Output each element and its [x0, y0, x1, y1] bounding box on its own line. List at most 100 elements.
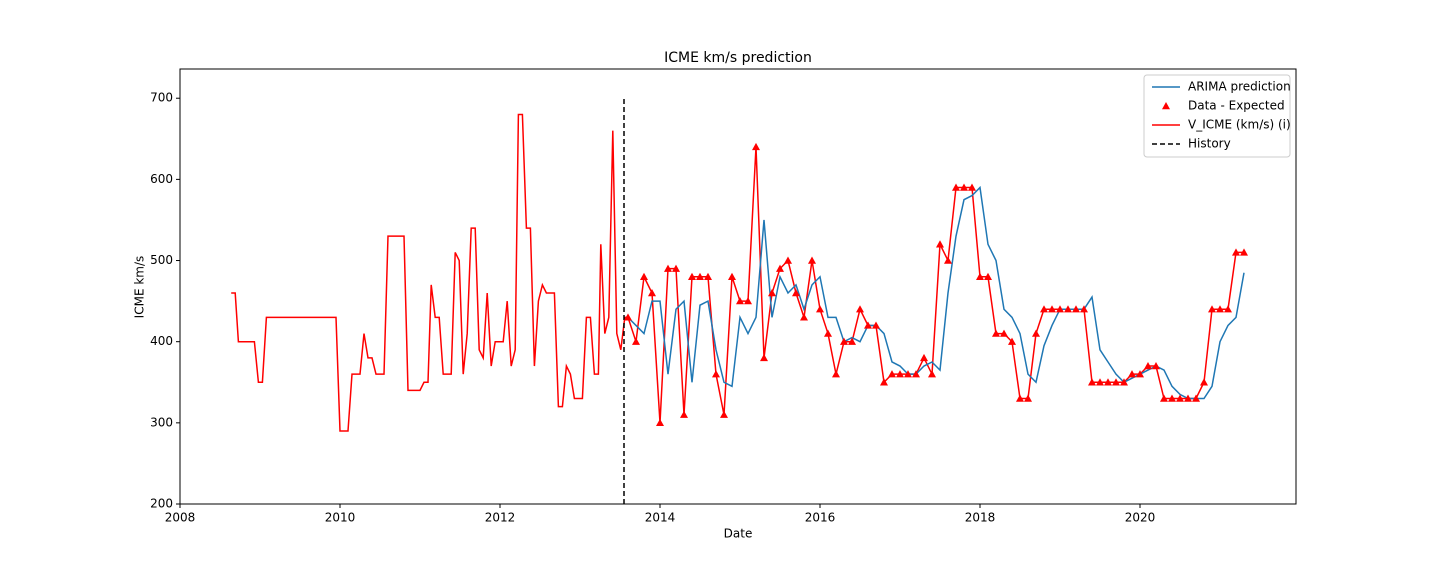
data-point — [1200, 378, 1208, 386]
data-point — [880, 378, 888, 386]
data-point — [1040, 305, 1048, 313]
data-point — [824, 329, 832, 337]
data-point — [920, 353, 928, 362]
data-point — [1176, 394, 1184, 402]
data-point — [856, 305, 864, 313]
data-point — [664, 264, 672, 272]
y-axis-label: ICME km/s — [133, 256, 147, 319]
plot-frame — [179, 68, 1297, 505]
x-tick-label: 2010 — [325, 511, 356, 525]
data-point — [960, 183, 968, 191]
data-point — [1016, 394, 1024, 402]
data-point — [760, 353, 768, 362]
data-point — [776, 264, 784, 272]
data-point — [992, 329, 1000, 337]
data-point — [1208, 305, 1216, 313]
data-point — [1056, 305, 1064, 313]
data-point — [800, 313, 808, 321]
y-tick-label: 400 — [150, 334, 173, 348]
x-tick-label: 2018 — [965, 511, 996, 525]
y-tick-label: 700 — [150, 91, 173, 105]
data-point — [872, 321, 880, 329]
data-point — [1088, 378, 1096, 386]
data-point — [1024, 394, 1032, 402]
data-point — [968, 183, 976, 191]
data-point — [672, 264, 680, 272]
data-point — [1216, 305, 1224, 313]
data-point — [712, 370, 720, 378]
x-axis-label: Date — [724, 527, 753, 541]
data-point — [1048, 305, 1056, 313]
data-point — [1080, 305, 1088, 313]
data-point — [768, 288, 776, 297]
data-point — [680, 410, 688, 418]
data-point — [1240, 248, 1248, 256]
data-point — [928, 370, 936, 378]
data-point — [864, 321, 872, 329]
data-point — [1096, 378, 1104, 386]
data-point — [696, 272, 704, 280]
legend-box — [1143, 74, 1291, 158]
data-point — [656, 418, 664, 427]
data-point — [632, 337, 640, 345]
data-point — [1160, 394, 1168, 402]
data-point — [728, 272, 736, 280]
data-point — [744, 297, 752, 305]
data-point — [896, 370, 904, 378]
data-point — [952, 183, 960, 191]
x-tick-label: 2014 — [645, 511, 676, 525]
data-point — [808, 256, 816, 264]
x-tick-label: 2020 — [1125, 511, 1156, 525]
y-tick-label: 300 — [150, 415, 173, 429]
data-point — [984, 272, 992, 280]
data-point — [704, 272, 712, 280]
data-point — [1152, 362, 1160, 370]
data-point — [840, 337, 848, 345]
data-point — [904, 370, 912, 378]
data-point — [1008, 337, 1016, 345]
data-point — [936, 240, 944, 248]
data-point — [720, 410, 728, 418]
data-point — [1104, 378, 1112, 386]
chart-title: ICME km/s prediction — [664, 50, 812, 66]
data-point — [816, 305, 824, 313]
x-tick-label: 2016 — [805, 511, 836, 525]
legend-label: Data - Expected — [1188, 99, 1285, 113]
data-point — [1000, 329, 1008, 337]
data-point — [640, 272, 648, 280]
data-point — [1120, 378, 1128, 386]
data-point — [752, 142, 760, 151]
data-point — [688, 272, 696, 280]
data-point — [1232, 248, 1240, 256]
data-point — [1184, 394, 1192, 402]
y-tick-label: 500 — [150, 253, 173, 267]
data-point — [1064, 305, 1072, 313]
data-point — [1192, 394, 1200, 402]
legend-swatch — [1162, 102, 1170, 110]
data-point — [832, 370, 840, 378]
data-point — [888, 370, 896, 378]
data-point — [1168, 394, 1176, 402]
y-tick-label: 600 — [150, 172, 173, 186]
data-point — [624, 313, 632, 321]
data-point — [1144, 362, 1152, 370]
y-tick-label: 200 — [150, 497, 173, 511]
legend-label: ARIMA prediction — [1188, 80, 1291, 94]
data-point — [1072, 305, 1080, 313]
data-point — [736, 297, 744, 305]
data-point — [1224, 305, 1232, 313]
data-point — [912, 370, 920, 378]
data-point — [784, 256, 792, 264]
series-line — [627, 185, 1245, 400]
data-point — [944, 256, 952, 264]
data-point — [792, 288, 800, 297]
legend-label: V_ICME (km/s) (i) — [1188, 118, 1291, 132]
legend-label: History — [1188, 137, 1231, 151]
x-tick-label: 2012 — [485, 511, 516, 525]
data-point — [1128, 370, 1136, 378]
data-point — [976, 272, 984, 280]
data-point — [848, 337, 856, 345]
data-point — [648, 288, 656, 297]
